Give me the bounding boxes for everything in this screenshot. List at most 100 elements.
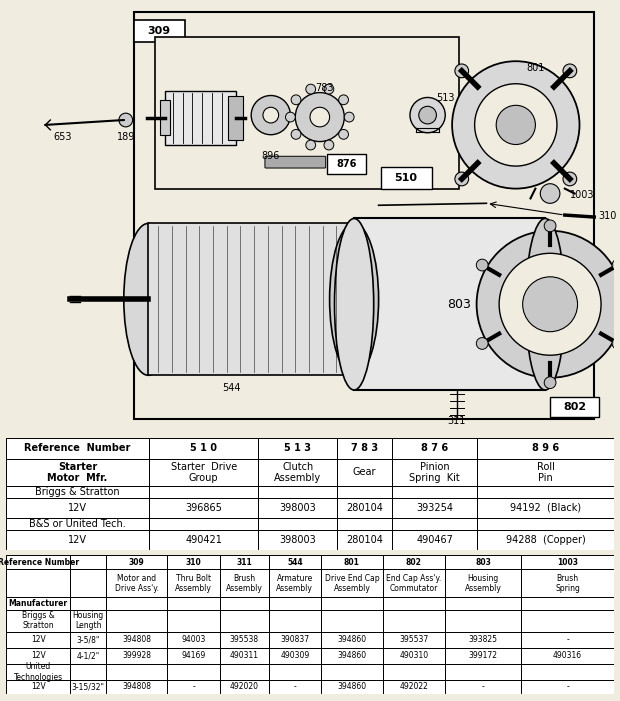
- Bar: [337, 498, 392, 518]
- Text: 394808: 394808: [122, 683, 151, 691]
- Text: Roll
Pin: Roll Pin: [536, 462, 554, 483]
- Circle shape: [251, 95, 290, 135]
- Circle shape: [476, 259, 488, 271]
- Bar: [392, 518, 477, 530]
- Text: Housing
Length: Housing Length: [73, 611, 104, 630]
- Circle shape: [291, 130, 301, 139]
- Text: -: -: [566, 635, 569, 644]
- Text: 12V: 12V: [31, 651, 45, 660]
- Text: Manufacturer: Manufacturer: [9, 599, 68, 608]
- Text: 395537: 395537: [399, 635, 428, 644]
- Bar: [259, 486, 337, 498]
- Text: 4-1/2": 4-1/2": [77, 651, 100, 660]
- Bar: [6, 597, 70, 610]
- Text: 394860: 394860: [337, 651, 366, 660]
- Bar: [383, 632, 445, 648]
- Bar: [107, 680, 167, 694]
- Bar: [392, 438, 477, 458]
- Bar: [259, 530, 337, 550]
- Ellipse shape: [526, 219, 565, 390]
- Text: Drive End Cap
Assembly: Drive End Cap Assembly: [325, 573, 379, 593]
- Bar: [6, 518, 149, 530]
- Bar: [155, 36, 459, 189]
- Bar: [148, 223, 354, 375]
- Bar: [477, 458, 614, 486]
- Bar: [383, 610, 445, 632]
- Bar: [107, 632, 167, 648]
- Text: -: -: [192, 683, 195, 691]
- Bar: [477, 518, 614, 530]
- Bar: [6, 664, 70, 680]
- Bar: [445, 632, 521, 648]
- Bar: [220, 632, 268, 648]
- Text: 653: 653: [54, 132, 73, 142]
- Bar: [167, 632, 220, 648]
- Bar: [321, 569, 383, 597]
- Text: Starter
Motor  Mfr.: Starter Motor Mfr.: [48, 462, 108, 483]
- Bar: [259, 458, 337, 486]
- Text: 390837: 390837: [280, 635, 309, 644]
- Text: 12V: 12V: [31, 683, 45, 691]
- Circle shape: [410, 97, 445, 132]
- Bar: [6, 610, 70, 632]
- Text: 802: 802: [406, 558, 422, 566]
- Circle shape: [339, 95, 348, 104]
- Text: 12V: 12V: [68, 535, 87, 545]
- Text: 189: 189: [117, 132, 135, 142]
- Text: 896: 896: [262, 151, 280, 161]
- Bar: [337, 530, 392, 550]
- Text: Starter  Drive
Group: Starter Drive Group: [170, 462, 237, 483]
- Text: Reference Number: Reference Number: [0, 558, 79, 566]
- Text: 801: 801: [344, 558, 360, 566]
- Bar: [477, 438, 614, 458]
- Circle shape: [476, 338, 488, 349]
- Bar: [445, 648, 521, 664]
- Text: 311: 311: [236, 558, 252, 566]
- Text: 492020: 492020: [230, 683, 259, 691]
- Text: 94169: 94169: [182, 651, 206, 660]
- Bar: [521, 597, 614, 610]
- Text: 1003: 1003: [570, 191, 594, 200]
- Bar: [268, 680, 321, 694]
- Text: 396865: 396865: [185, 503, 222, 513]
- Text: 803: 803: [447, 298, 471, 311]
- Circle shape: [119, 113, 133, 127]
- Text: Clutch
Assembly: Clutch Assembly: [274, 462, 321, 483]
- Bar: [268, 648, 321, 664]
- Text: B&S or United Tech.: B&S or United Tech.: [29, 519, 126, 529]
- Text: 5 1 0: 5 1 0: [190, 444, 217, 454]
- Bar: [167, 664, 220, 680]
- Text: 309: 309: [148, 26, 171, 36]
- Bar: [70, 555, 107, 569]
- Circle shape: [612, 338, 620, 349]
- Bar: [220, 569, 268, 597]
- Text: 544: 544: [287, 558, 303, 566]
- Text: Briggs & Stratton: Briggs & Stratton: [35, 487, 120, 497]
- Text: 280104: 280104: [346, 535, 383, 545]
- Bar: [521, 680, 614, 694]
- Bar: [445, 597, 521, 610]
- Bar: [383, 569, 445, 597]
- Text: 8 7 6: 8 7 6: [421, 444, 448, 454]
- Bar: [160, 100, 170, 135]
- Circle shape: [477, 231, 620, 378]
- Text: 394860: 394860: [337, 683, 366, 691]
- Bar: [6, 555, 70, 569]
- Bar: [445, 610, 521, 632]
- Bar: [167, 569, 220, 597]
- Text: 399172: 399172: [469, 651, 498, 660]
- Bar: [268, 555, 321, 569]
- Text: 7 8 3: 7 8 3: [351, 444, 378, 454]
- Bar: [6, 632, 70, 648]
- Bar: [167, 680, 220, 694]
- Bar: [337, 458, 392, 486]
- Bar: [337, 486, 392, 498]
- Bar: [521, 664, 614, 680]
- Text: End Cap Ass'y.
Commutator: End Cap Ass'y. Commutator: [386, 573, 441, 593]
- Bar: [383, 648, 445, 664]
- Text: United
Technologies: United Technologies: [14, 662, 63, 681]
- Text: 510: 510: [394, 173, 417, 183]
- Text: 280104: 280104: [346, 503, 383, 513]
- Bar: [268, 597, 321, 610]
- Text: 395538: 395538: [230, 635, 259, 644]
